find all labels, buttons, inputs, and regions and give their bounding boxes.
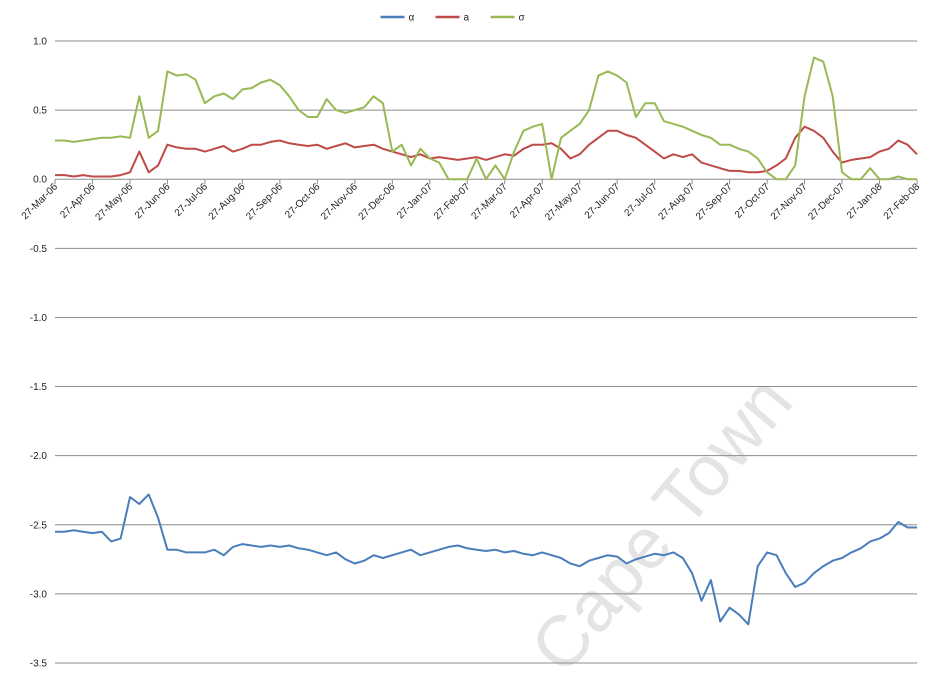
y-tick-label: -1.0 bbox=[30, 313, 48, 324]
legend-label: α bbox=[409, 13, 415, 24]
legend-label: a bbox=[464, 13, 470, 24]
series-line bbox=[55, 125, 918, 178]
y-tick-label: -3.5 bbox=[30, 659, 48, 670]
series-line bbox=[55, 56, 917, 181]
y-tick-label: 0.0 bbox=[33, 175, 47, 186]
legend-label: σ bbox=[519, 13, 526, 24]
y-tick-label: 1.0 bbox=[33, 37, 47, 48]
y-tick-label: -2.5 bbox=[30, 520, 48, 531]
y-tick-label: -3.0 bbox=[30, 589, 48, 600]
series-line bbox=[55, 493, 917, 626]
y-tick-label: -1.5 bbox=[30, 382, 48, 393]
y-tick-label: -0.5 bbox=[30, 244, 48, 255]
y-tick-label: 0.5 bbox=[33, 106, 47, 117]
y-tick-label: -2.0 bbox=[30, 451, 48, 462]
